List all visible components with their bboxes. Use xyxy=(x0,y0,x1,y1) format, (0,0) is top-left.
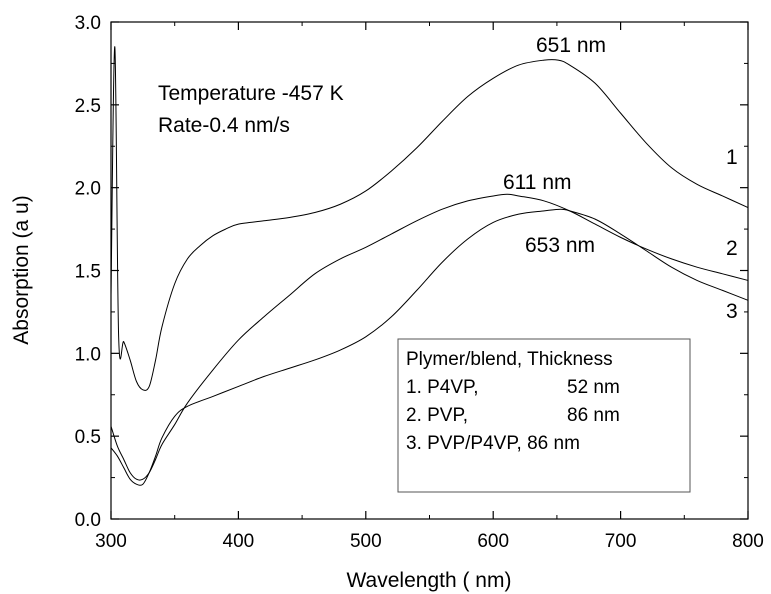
x-tick-label: 500 xyxy=(350,531,382,552)
series-2-label: 2 xyxy=(726,237,738,260)
legend-header: Plymer/blend, Thickness xyxy=(406,349,613,370)
peak-label-651: 651 nm xyxy=(536,34,606,57)
y-tick-label: 2.0 xyxy=(75,179,101,200)
x-tick-label: 600 xyxy=(477,531,509,552)
legend-entry-2-thickness: 86 nm xyxy=(567,405,620,426)
series-3-label: 3 xyxy=(726,300,738,323)
peak-label-653: 653 nm xyxy=(525,234,595,257)
rate-annotation: Rate-0.4 nm/s xyxy=(158,114,290,137)
x-tick-label: 700 xyxy=(605,531,637,552)
y-tick-label: 0.0 xyxy=(75,510,101,531)
series-1-line xyxy=(110,46,749,391)
legend-frame xyxy=(397,338,691,493)
x-axis-label: Wavelength ( nm) xyxy=(347,569,512,592)
legend-entry-2-polymer: 2. PVP, xyxy=(406,405,468,426)
y-tick-label: 3.0 xyxy=(75,13,101,34)
legend-entry-3-polymer: 3. PVP/P4VP, 86 nm xyxy=(406,433,580,454)
x-tick-label: 800 xyxy=(732,531,764,552)
y-tick-label: 1.5 xyxy=(75,262,101,283)
y-tick-labels: 0.0 0.5 1.0 1.5 2.0 2.5 3.0 xyxy=(75,13,101,531)
y-tick-label: 2.5 xyxy=(75,96,101,117)
axis-ticks xyxy=(110,21,749,520)
y-tick-label: 1.0 xyxy=(75,344,101,365)
legend-entry-1-thickness: 52 nm xyxy=(567,377,620,398)
y-axis-label: Absorption (a u) xyxy=(10,195,33,344)
y-tick-label: 0.5 xyxy=(75,427,101,448)
peak-label-611: 611 nm xyxy=(503,171,572,194)
x-tick-label: 300 xyxy=(95,531,127,552)
x-tick-label: 400 xyxy=(223,531,255,552)
series-labels: 1 2 3 xyxy=(726,146,738,323)
temperature-annotation: Temperature -457 K xyxy=(158,82,344,105)
x-tick-labels: 300 400 500 600 700 800 xyxy=(95,531,764,552)
series-1-label: 1 xyxy=(726,146,738,169)
series-lines xyxy=(110,46,749,486)
series-2-line xyxy=(110,193,749,481)
legend-entry-1-polymer: 1. P4VP, xyxy=(406,377,479,398)
series-3-line xyxy=(110,208,749,486)
legend-box: Plymer/blend, Thickness 1. P4VP, 52 nm 2… xyxy=(397,338,691,493)
